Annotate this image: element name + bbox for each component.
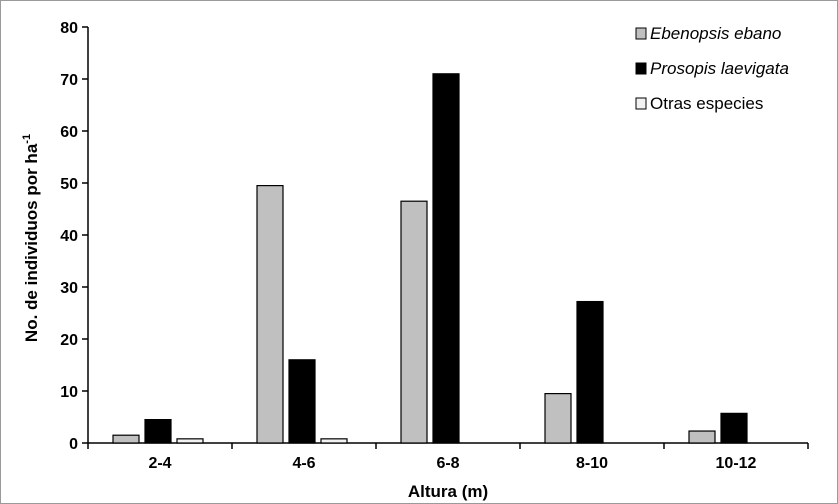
y-axis-title-superscript: -1 [21, 134, 33, 144]
legend-swatch [635, 62, 647, 75]
x-tick-label: 2-4 [148, 455, 171, 472]
bar-ebenopsis-ebano-10-12 [688, 430, 716, 444]
bars [112, 73, 748, 444]
bar-ebenopsis-ebano-4-6 [256, 185, 284, 444]
y-tick-label: 20 [60, 332, 78, 349]
legend-swatch [635, 97, 647, 110]
y-tick-label: 10 [60, 384, 78, 401]
x-tick-label: 6-8 [436, 455, 459, 472]
x-tick-label: 4-6 [292, 455, 315, 472]
legend-label: Prosopis laevigata [650, 59, 789, 78]
bar-prosopis-laevigata-2-4 [144, 419, 172, 444]
y-tick-label: 30 [60, 280, 78, 297]
y-tick-label: 40 [60, 228, 78, 245]
bar-ebenopsis-ebano-6-8 [400, 200, 428, 444]
bar-prosopis-laevigata-6-8 [432, 73, 460, 444]
axes: 0 10 20 30 40 50 60 70 80 2-4 4-6 6-8 8-10 10-12 [60, 20, 809, 472]
y-tick-label: 50 [60, 176, 78, 193]
legend-label: Otras especies [650, 94, 763, 113]
y-tick-label: 60 [60, 124, 78, 141]
x-tick-label: 8-10 [576, 455, 608, 472]
bar-prosopis-laevigata-8-10 [576, 300, 604, 444]
bar-otras-especies-4-6 [320, 438, 348, 444]
x-axis-title: Altura (m) [408, 482, 488, 501]
y-axis-title: No. de individuos por ha-1 [21, 134, 41, 342]
bar-prosopis-laevigata-4-6 [288, 359, 316, 444]
legend: Ebenopsis ebano Prosopis laevigata Otras e… [635, 24, 789, 113]
bar-prosopis-laevigata-10-12 [720, 412, 748, 444]
legend-label: Ebenopsis ebano [650, 24, 781, 43]
y-tick-label: 80 [60, 20, 78, 37]
bar-ebenopsis-ebano-2-4 [112, 434, 140, 444]
legend-swatch [635, 27, 647, 40]
bar-ebenopsis-ebano-8-10 [544, 393, 572, 444]
y-tick-label: 70 [60, 72, 78, 89]
x-tick-label: 10-12 [716, 455, 757, 472]
y-axis-title-main: No. de individuos por ha [22, 143, 41, 342]
bar-otras-especies-2-4 [176, 438, 204, 444]
y-tick-label: 0 [69, 436, 78, 453]
